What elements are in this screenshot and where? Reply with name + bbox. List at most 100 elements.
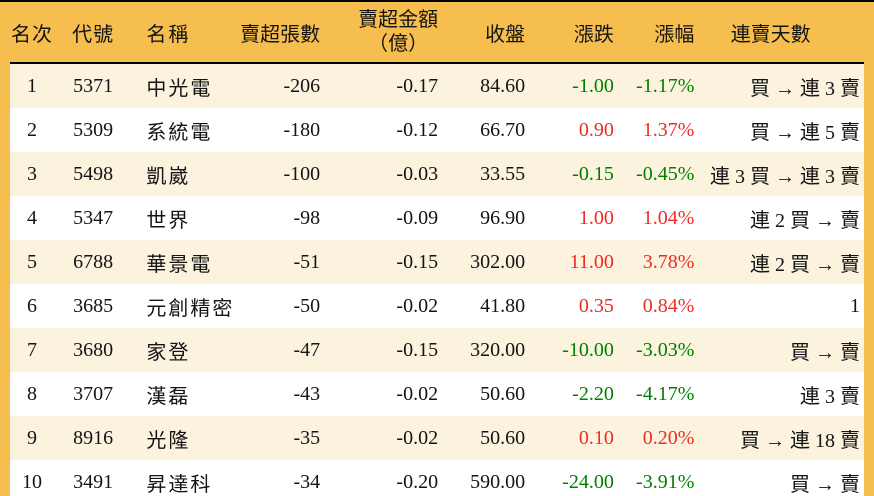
rank-cell: 2 bbox=[27, 118, 37, 141]
change-cell: 1.00 bbox=[578, 206, 614, 229]
change-pct-cell: -1.17% bbox=[636, 74, 695, 97]
change-pct-cell: -4.17% bbox=[636, 382, 695, 405]
change-cell: 0.90 bbox=[578, 118, 614, 141]
rank-cell: 6 bbox=[27, 294, 37, 317]
sell-volume-cell: -100 bbox=[283, 162, 321, 185]
change-cell: 0.10 bbox=[578, 426, 614, 449]
col-header-name: 名稱 bbox=[132, 2, 240, 64]
table-row: 9 8916 光隆 -35 -0.02 50.60 0.10 0.20% 買 →… bbox=[10, 416, 864, 460]
close-cell: 84.60 bbox=[480, 74, 526, 97]
header-row: 名次 代號 名稱 賣超張數 賣超金額 （億） 收盤 漲跌 漲幅 連賣天數 bbox=[10, 2, 864, 64]
name-cell: 世界 bbox=[146, 209, 191, 232]
streak-cell: 1 bbox=[850, 294, 860, 317]
change-pct-cell: -3.91% bbox=[636, 470, 695, 493]
close-cell: 590.00 bbox=[470, 470, 526, 493]
col-header-rank: 名次 bbox=[10, 2, 54, 64]
table-body: 1 5371 中光電 -206 -0.17 84.60 -1.00 -1.17%… bbox=[10, 63, 864, 496]
name-cell: 系統電 bbox=[146, 121, 213, 144]
name-cell: 家登 bbox=[146, 341, 191, 364]
name-cell: 華景電 bbox=[146, 253, 213, 276]
col-header-sell-amount: 賣超金額 （億） bbox=[334, 2, 449, 64]
close-cell: 50.60 bbox=[480, 382, 526, 405]
sell-volume-cell: -98 bbox=[293, 206, 321, 229]
sell-amount-cell: -0.17 bbox=[396, 74, 439, 97]
close-cell: 302.00 bbox=[470, 250, 526, 273]
name-cell: 中光電 bbox=[146, 77, 213, 100]
table-row: 5 6788 華景電 -51 -0.15 302.00 11.00 3.78% … bbox=[10, 240, 864, 284]
col-header-sell-volume: 賣超張數 bbox=[239, 2, 335, 64]
name-cell: 昇達科 bbox=[146, 473, 213, 496]
change-cell: -2.20 bbox=[572, 382, 614, 405]
table-row: 4 5347 世界 -98 -0.09 96.90 1.00 1.04% 連 2… bbox=[10, 196, 864, 240]
sell-volume-cell: -47 bbox=[293, 338, 321, 361]
streak-cell: 連 3 買 → 連 3 賣 bbox=[710, 165, 860, 188]
sell-amount-header-line1: 賣超金額 bbox=[358, 9, 439, 31]
change-pct-cell: 0.84% bbox=[642, 294, 695, 317]
table-row: 8 3707 漢磊 -43 -0.02 50.60 -2.20 -4.17% 連… bbox=[10, 372, 864, 416]
table-row: 10 3491 昇達科 -34 -0.20 590.00 -24.00 -3.9… bbox=[10, 460, 864, 496]
sell-amount-cell: -0.02 bbox=[396, 294, 439, 317]
name-cell: 光隆 bbox=[146, 429, 191, 452]
code-cell: 3491 bbox=[73, 470, 114, 493]
sell-volume-cell: -35 bbox=[293, 426, 321, 449]
streak-cell: 買 → 賣 bbox=[790, 473, 860, 496]
sell-amount-cell: -0.02 bbox=[396, 426, 439, 449]
table-row: 2 5309 系統電 -180 -0.12 66.70 0.90 1.37% 買… bbox=[10, 108, 864, 152]
change-cell: -0.15 bbox=[572, 162, 614, 185]
code-cell: 3685 bbox=[73, 294, 114, 317]
rank-cell: 9 bbox=[27, 426, 37, 449]
change-cell: 0.35 bbox=[578, 294, 614, 317]
rank-cell: 5 bbox=[27, 250, 37, 273]
sell-amount-cell: -0.12 bbox=[396, 118, 439, 141]
code-cell: 3707 bbox=[73, 382, 114, 405]
code-cell: 5371 bbox=[73, 74, 114, 97]
streak-cell: 買 → 連 5 賣 bbox=[750, 121, 860, 144]
sell-volume-cell: -43 bbox=[293, 382, 321, 405]
name-cell: 元創精密 bbox=[146, 297, 235, 320]
col-header-code: 代號 bbox=[54, 2, 133, 64]
col-header-change: 漲跌 bbox=[535, 2, 626, 64]
streak-cell: 連 2 買 → 賣 bbox=[750, 209, 860, 232]
name-cell: 漢磊 bbox=[146, 385, 191, 408]
rank-cell: 10 bbox=[22, 470, 42, 493]
rank-cell: 4 bbox=[27, 206, 37, 229]
change-cell: -10.00 bbox=[562, 338, 614, 361]
streak-cell: 買 → 連 3 賣 bbox=[750, 77, 860, 100]
change-pct-cell: 3.78% bbox=[642, 250, 695, 273]
code-cell: 3680 bbox=[73, 338, 114, 361]
col-header-close: 收盤 bbox=[448, 2, 536, 64]
rank-cell: 7 bbox=[27, 338, 37, 361]
code-cell: 6788 bbox=[73, 250, 114, 273]
sell-volume-cell: -50 bbox=[293, 294, 321, 317]
rank-cell: 8 bbox=[27, 382, 37, 405]
sell-volume-cell: -51 bbox=[293, 250, 321, 273]
streak-cell: 連 3 賣 bbox=[800, 385, 860, 408]
change-cell: 11.00 bbox=[569, 250, 614, 273]
close-cell: 50.60 bbox=[480, 426, 526, 449]
sell-volume-cell: -34 bbox=[293, 470, 321, 493]
table-row: 6 3685 元創精密 -50 -0.02 41.80 0.35 0.84% 1 bbox=[10, 284, 864, 328]
code-cell: 8916 bbox=[73, 426, 114, 449]
change-pct-cell: -3.03% bbox=[636, 338, 695, 361]
sell-amount-header-lines: 賣超金額 （億） bbox=[358, 8, 438, 56]
table-header: 名次 代號 名稱 賣超張數 賣超金額 （億） 收盤 漲跌 漲幅 連賣天數 bbox=[10, 2, 864, 64]
change-cell: -24.00 bbox=[562, 470, 614, 493]
sell-ranking-table: 名次 代號 名稱 賣超張數 賣超金額 （億） 收盤 漲跌 漲幅 連賣天數 1 5 bbox=[10, 2, 864, 496]
close-cell: 320.00 bbox=[470, 338, 526, 361]
close-cell: 41.80 bbox=[480, 294, 526, 317]
col-header-streak: 連賣天數 bbox=[700, 2, 864, 64]
change-pct-cell: 1.37% bbox=[642, 118, 695, 141]
sell-amount-cell: -0.03 bbox=[396, 162, 439, 185]
sell-amount-header-line2: （億） bbox=[368, 33, 429, 55]
sell-amount-cell: -0.02 bbox=[396, 382, 439, 405]
sell-amount-cell: -0.20 bbox=[396, 470, 439, 493]
sell-amount-cell: -0.09 bbox=[396, 206, 439, 229]
name-cell: 凱崴 bbox=[146, 165, 191, 188]
code-cell: 5498 bbox=[73, 162, 114, 185]
sell-amount-cell: -0.15 bbox=[396, 250, 439, 273]
code-cell: 5309 bbox=[73, 118, 114, 141]
streak-cell: 買 → 連 18 賣 bbox=[740, 429, 860, 452]
table-row: 1 5371 中光電 -206 -0.17 84.60 -1.00 -1.17%… bbox=[10, 63, 864, 108]
table-row: 3 5498 凱崴 -100 -0.03 33.55 -0.15 -0.45% … bbox=[10, 152, 864, 196]
